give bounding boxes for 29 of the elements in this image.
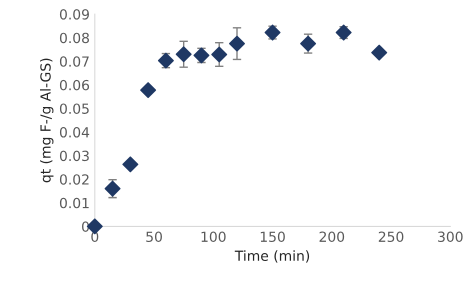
point [300,36,316,52]
y-tick-label: 0.02 [60,174,89,185]
point [122,156,138,172]
x-axis-title: Time (min) [234,250,310,263]
x-tick-label: 250 [378,232,404,242]
y-axis-title: qt (mg F-/g Al-GS) [40,58,54,182]
x-tick-label: 100 [202,232,226,242]
x-tick-label: 50 [146,232,162,242]
point [140,82,156,98]
point [264,24,281,41]
y-tick-label: 0.07 [60,56,89,67]
point [104,180,121,197]
y-tick-label: 0.04 [60,127,90,138]
point [176,46,192,62]
point [336,24,352,41]
y-tick-label: 0.01 [60,198,89,208]
point [229,36,245,52]
y-tick-label: 0.08 [60,32,89,44]
y-tick-label: 0.06 [60,80,90,90]
point [158,52,174,69]
point [211,46,228,62]
y-tick-label: 0.05 [60,103,89,114]
y-tick-label: 0.03 [60,150,89,162]
x-tick-label: 300 [438,232,463,242]
y-tick-label: 0.09 [60,9,89,20]
point [193,47,210,64]
x-tick-label: 150 [260,232,285,242]
point [371,44,388,61]
x-tick-label: 200 [320,232,344,242]
